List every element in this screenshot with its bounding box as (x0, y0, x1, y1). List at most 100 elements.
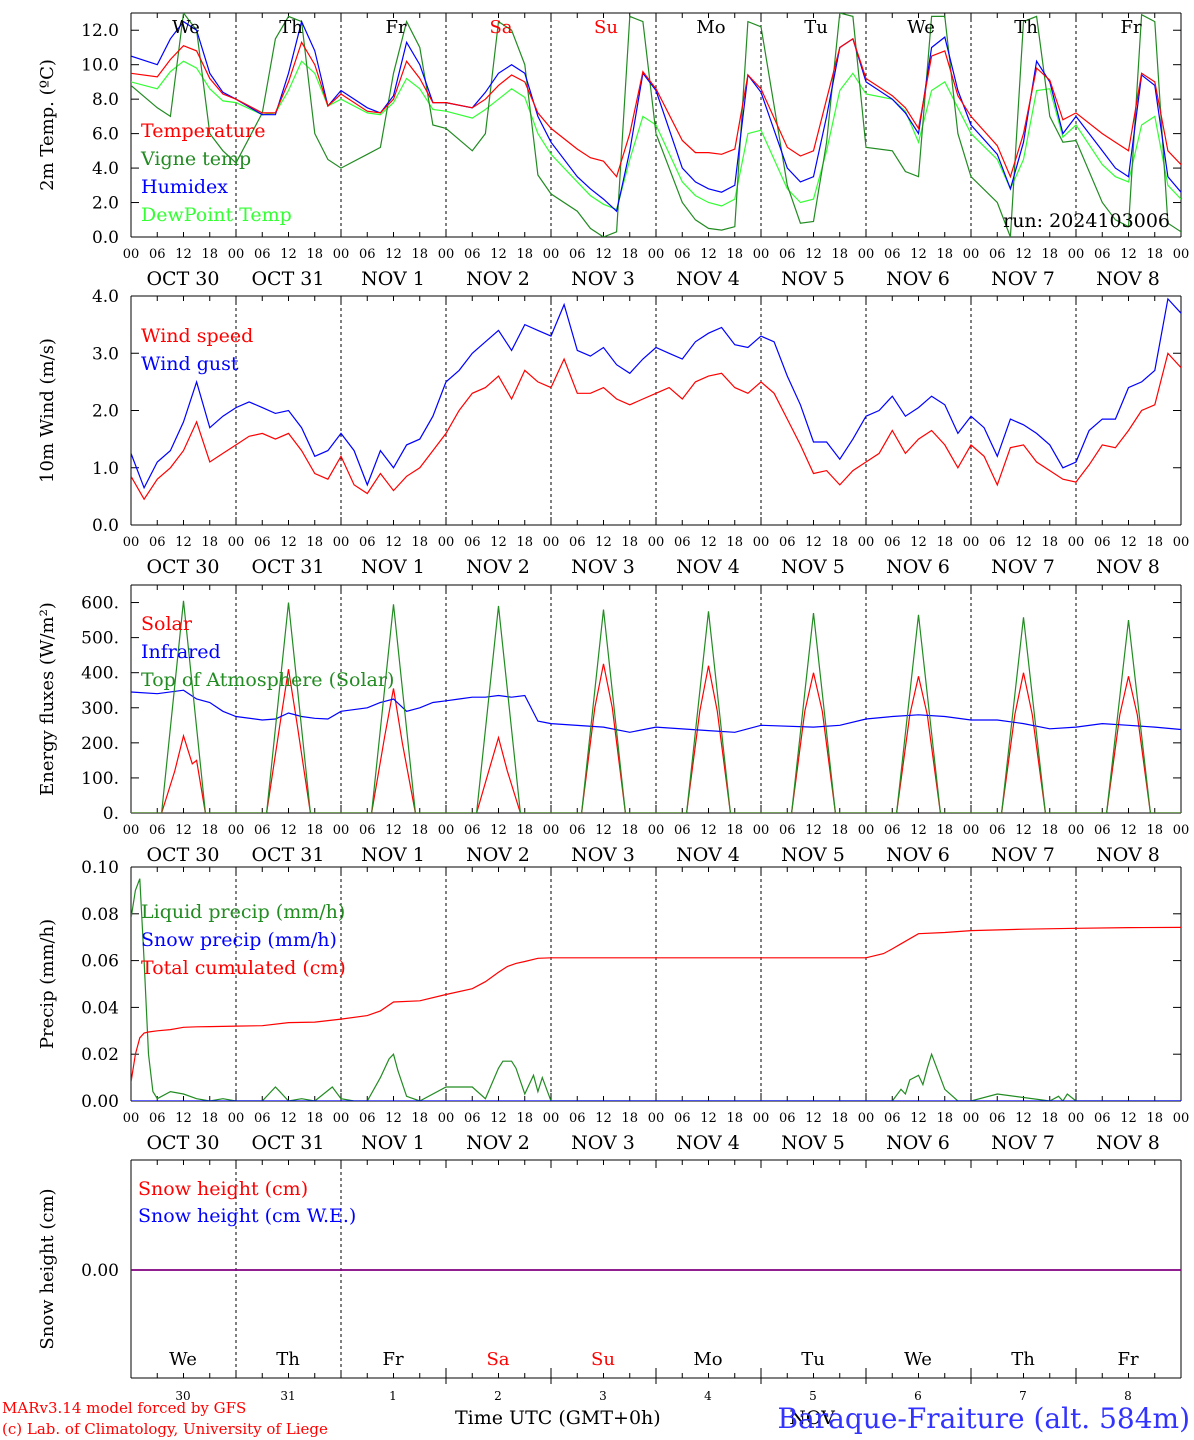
series-line-liquid-precip-mm-h- (131, 878, 1181, 1101)
chart-panel-1: 0.0 2.0 4.0 6.0 8.0 10.0 12.0 2m Temp. (ºC) Temp… (37, 12, 1190, 290)
hour-tick-label: 06 (989, 535, 1006, 550)
weekday-label: Fr (382, 1349, 403, 1370)
hour-tick-label: 00 (333, 535, 350, 550)
y-tick-label: 600. (81, 594, 119, 614)
y-tick-label: 1.0 (92, 459, 119, 479)
date-label: NOV 8 (1096, 1132, 1160, 1154)
day-number-label: 5 (809, 1389, 817, 1403)
hour-tick-label: 12 (1120, 247, 1137, 262)
y-tick-label: 4.0 (92, 159, 119, 179)
hour-tick-label: 18 (936, 1111, 953, 1126)
legend-entry: Liquid precip (mm/h) (141, 901, 345, 923)
hour-tick-label: 06 (464, 823, 481, 838)
date-label: NOV 1 (361, 1132, 425, 1154)
hour-tick-label: 12 (910, 535, 927, 550)
hour-tick-label: 00 (858, 1111, 875, 1126)
hour-tick-label: 06 (254, 823, 271, 838)
date-label: OCT 31 (251, 556, 324, 578)
date-label: NOV 2 (466, 844, 530, 866)
hour-tick-label: 18 (411, 823, 428, 838)
y-tick-label: 6.0 (92, 125, 119, 145)
legend-entry: Total cumulated (cm) (141, 957, 346, 979)
hour-tick-label: 12 (700, 535, 717, 550)
date-label: NOV 6 (886, 268, 950, 290)
series-line-solar (131, 663, 1181, 813)
hour-tick-label: 00 (438, 535, 455, 550)
weekday-label: Tu (801, 1349, 825, 1370)
date-label: NOV 3 (571, 268, 635, 290)
weekday-label: Mo (693, 1349, 722, 1370)
day-number-label: 4 (704, 1389, 712, 1403)
date-label: NOV 2 (466, 556, 530, 578)
hour-tick-label: 00 (1068, 1111, 1085, 1126)
hour-tick-label: 06 (254, 247, 271, 262)
hour-tick-label: 06 (254, 535, 271, 550)
hour-tick-label: 12 (280, 247, 297, 262)
hour-tick-label: 00 (228, 247, 245, 262)
hour-tick-label: 00 (123, 247, 140, 262)
hour-tick-label: 00 (543, 823, 560, 838)
y-tick-label: 300. (81, 699, 119, 719)
hour-tick-label: 18 (1041, 823, 1058, 838)
date-label: NOV 5 (781, 556, 845, 578)
date-label: NOV 4 (676, 1132, 740, 1154)
hour-tick-label: 06 (884, 1111, 901, 1126)
hour-tick-label: 00 (1173, 535, 1190, 550)
series-line-vigne-temp (131, 13, 1181, 237)
legend-entry: Top of Atmosphere (Solar) (141, 669, 394, 691)
hour-tick-label: 00 (963, 1111, 980, 1126)
hour-tick-label: 00 (648, 247, 665, 262)
hour-tick-label: 00 (543, 1111, 560, 1126)
hour-tick-label: 00 (438, 823, 455, 838)
hour-tick-label: 06 (989, 1111, 1006, 1126)
hour-tick-label: 18 (411, 1111, 428, 1126)
y-tick-label: 400. (81, 664, 119, 684)
y-tick-label: 10.0 (81, 56, 119, 76)
hour-tick-label: 06 (779, 823, 796, 838)
weekday-top-label: Mo (696, 17, 725, 38)
y-axis-label: Energy fluxes (W/m²) (37, 602, 58, 796)
hour-tick-label: 00 (963, 535, 980, 550)
model-credit-line2: (c) Lab. of Climatology, University of L… (2, 1420, 328, 1438)
weekday-label: Sa (486, 1349, 509, 1370)
hour-tick-label: 00 (858, 535, 875, 550)
hour-tick-label: 06 (989, 247, 1006, 262)
y-tick-label: 0.0 (92, 228, 119, 248)
hour-tick-label: 18 (1146, 247, 1163, 262)
y-tick-label: 8.0 (92, 90, 119, 110)
date-label: NOV 4 (676, 268, 740, 290)
hour-tick-label: 06 (884, 823, 901, 838)
hour-tick-label: 12 (385, 1111, 402, 1126)
hour-tick-label: 12 (700, 1111, 717, 1126)
hour-tick-label: 06 (149, 535, 166, 550)
date-label: OCT 30 (146, 268, 219, 290)
hour-tick-label: 12 (595, 823, 612, 838)
hour-tick-label: 12 (385, 535, 402, 550)
date-label: NOV 5 (781, 844, 845, 866)
series-line-total-cumulated-cm- (131, 926, 1181, 1083)
hour-tick-label: 12 (1120, 823, 1137, 838)
date-label: NOV 1 (361, 268, 425, 290)
y-axis-label: Precip (mm/h) (37, 919, 58, 1049)
hour-tick-label: 12 (280, 1111, 297, 1126)
day-number-label: 31 (280, 1389, 295, 1403)
y-tick-label: 0.08 (81, 905, 119, 925)
hour-tick-label: 06 (359, 535, 376, 550)
hour-tick-label: 00 (123, 823, 140, 838)
hour-tick-label: 06 (359, 823, 376, 838)
date-label: OCT 31 (251, 844, 324, 866)
hour-tick-label: 00 (543, 535, 560, 550)
hour-tick-label: 18 (516, 823, 533, 838)
hour-tick-label: 18 (306, 1111, 323, 1126)
hour-tick-label: 06 (569, 1111, 586, 1126)
hour-tick-label: 00 (1173, 247, 1190, 262)
day-number-label: 3 (599, 1389, 607, 1403)
legend-entry: Snow precip (mm/h) (141, 929, 337, 951)
weekday-top-label: We (172, 17, 200, 38)
weekday-top-label: Th (279, 17, 303, 38)
hour-tick-label: 12 (1015, 535, 1032, 550)
hour-tick-label: 18 (1146, 535, 1163, 550)
hour-tick-label: 00 (858, 247, 875, 262)
weekday-top-label: Fr (1120, 17, 1141, 38)
